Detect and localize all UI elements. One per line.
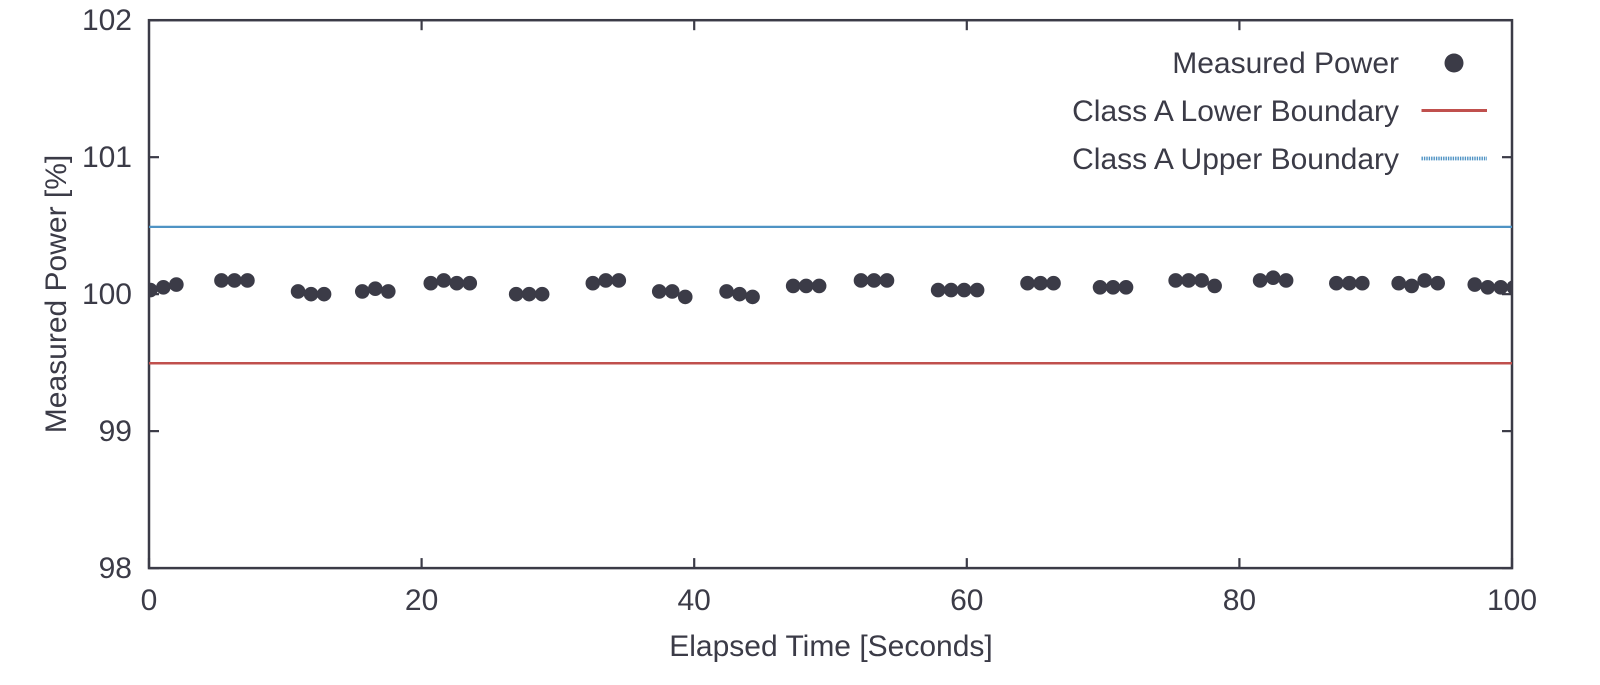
svg-text:0: 0 <box>141 584 158 617</box>
svg-text:99: 99 <box>99 415 132 448</box>
svg-text:Elapsed Time [Seconds]: Elapsed Time [Seconds] <box>669 630 993 663</box>
svg-text:100: 100 <box>1487 584 1537 617</box>
svg-text:101: 101 <box>82 141 132 174</box>
svg-text:98: 98 <box>99 552 132 585</box>
svg-text:40: 40 <box>678 584 711 617</box>
svg-text:100: 100 <box>82 278 132 311</box>
svg-text:60: 60 <box>950 584 983 617</box>
svg-text:80: 80 <box>1223 584 1256 617</box>
svg-text:102: 102 <box>82 4 132 37</box>
svg-text:Measured Power [%]: Measured Power [%] <box>40 155 73 433</box>
svg-text:Measured Power: Measured Power <box>1172 47 1399 80</box>
svg-text:Class A Lower Boundary: Class A Lower Boundary <box>1072 95 1399 128</box>
svg-text:20: 20 <box>405 584 438 617</box>
svg-text:Class A Upper Boundary: Class A Upper Boundary <box>1072 143 1399 176</box>
